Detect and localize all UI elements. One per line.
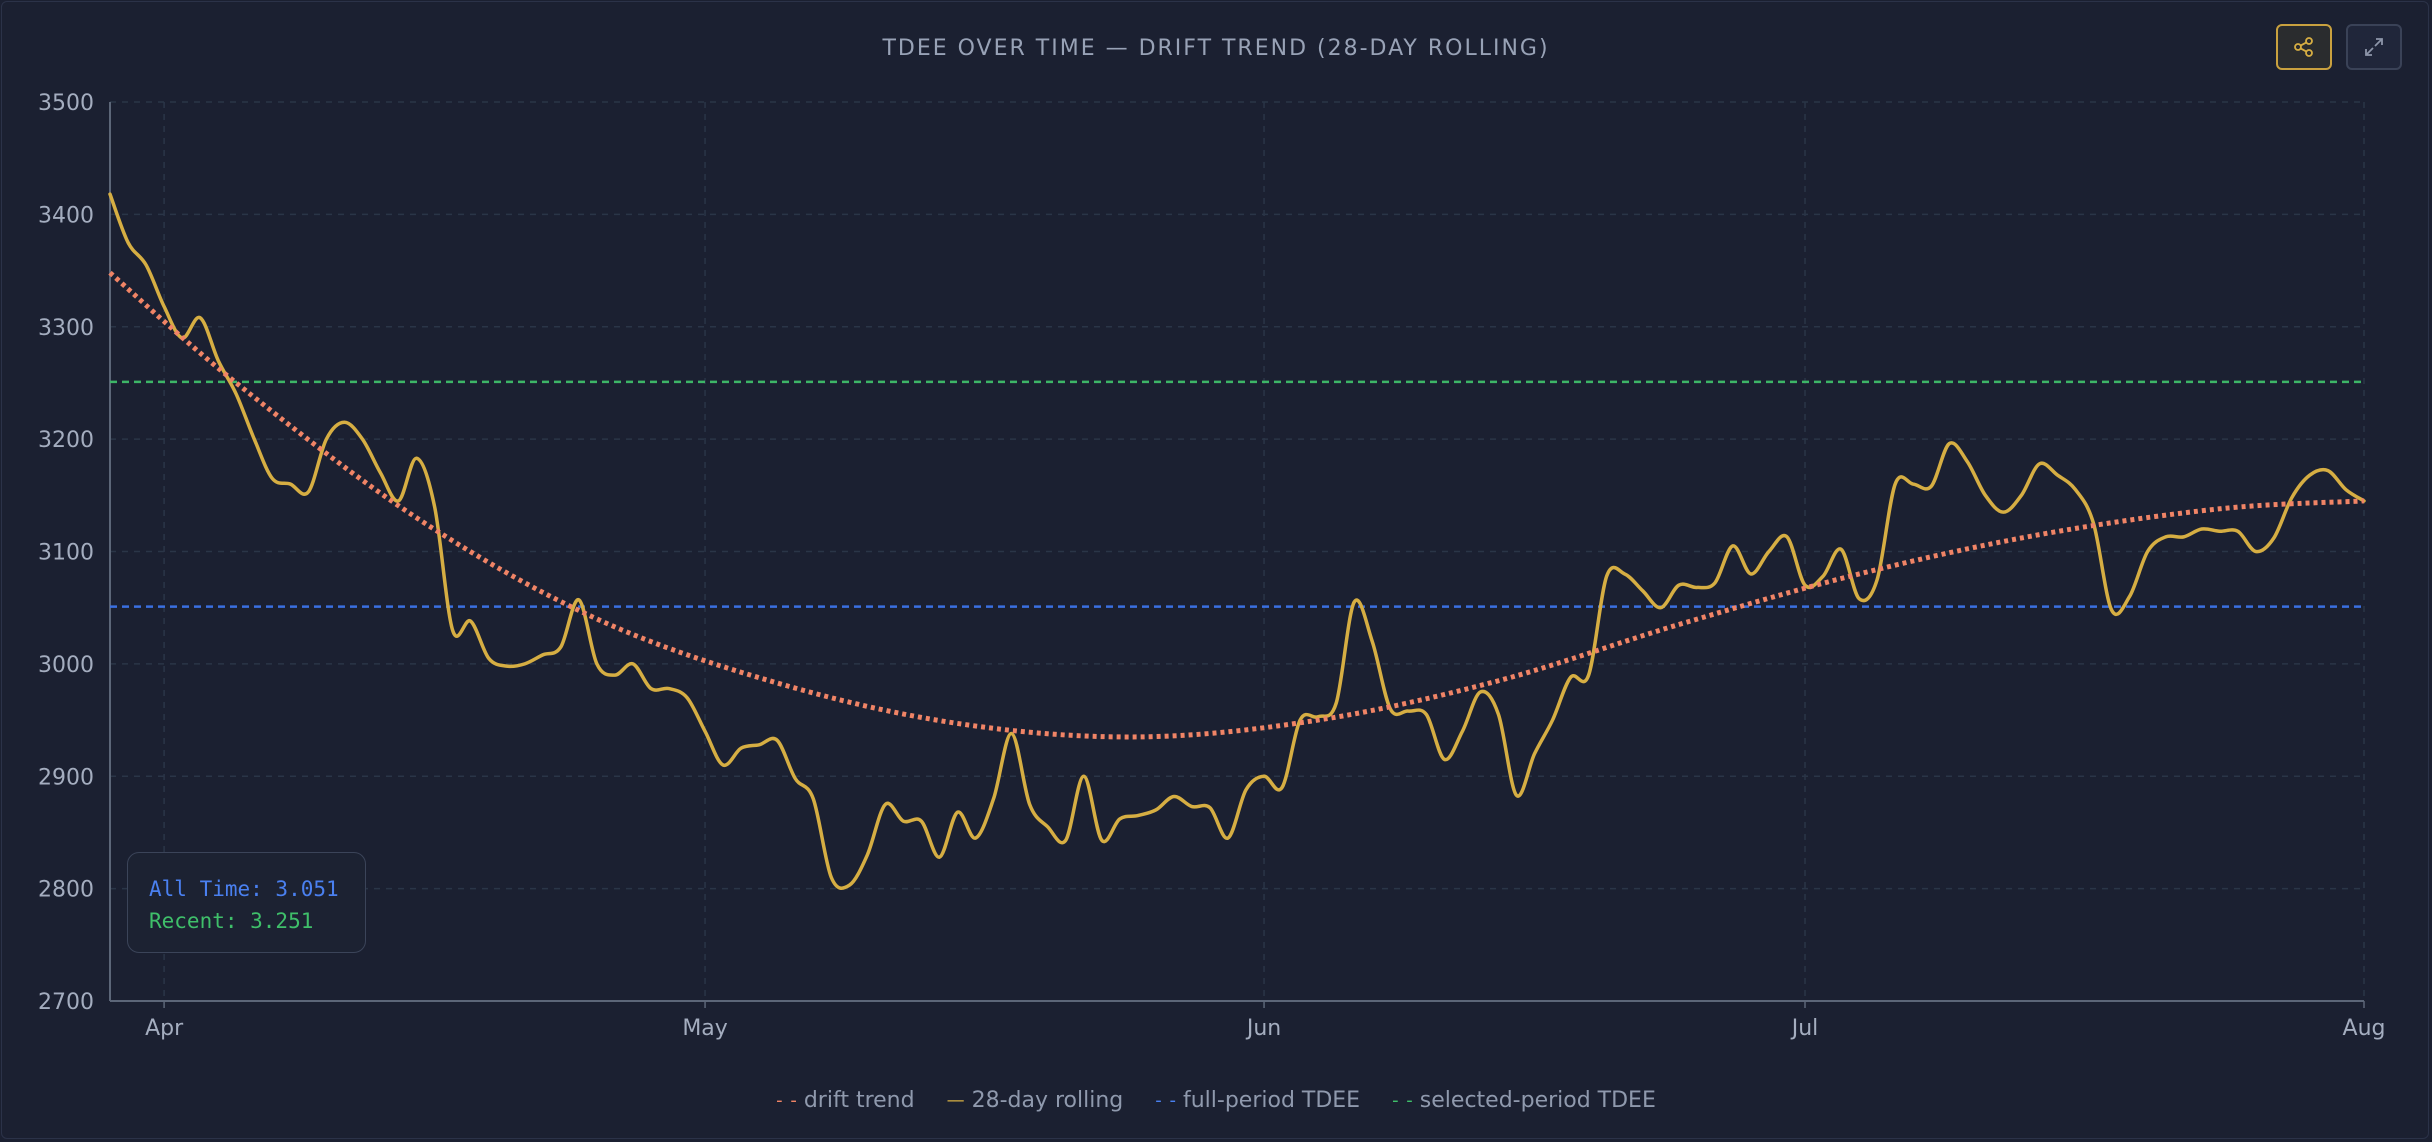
recent-stat: Recent: 3.251 <box>149 909 314 933</box>
expand-icon <box>2365 38 2383 56</box>
y-tick-label: 3300 <box>38 316 94 341</box>
legend-label: full-period TDEE <box>1182 1088 1361 1113</box>
y-axis-ticks: 2700 2800 2900 3000 3100 3200 3300 3400 3500 <box>38 91 94 1015</box>
legend-label: 28-day rolling <box>971 1088 1124 1113</box>
series-lines <box>108 192 2366 890</box>
legend-item[interactable]: —28-day rolling <box>947 1088 1124 1113</box>
chart-legend: - - drift trend —28-day rolling - - full-per… <box>0 1088 2432 1113</box>
legend-item[interactable]: - - drift trend <box>776 1088 914 1113</box>
y-tick-label: 3100 <box>38 541 94 566</box>
y-tick-label: 3500 <box>38 91 94 116</box>
y-tick-label: 2800 <box>38 878 94 903</box>
series-line-28-day-rolling <box>108 192 2366 890</box>
legend-swatch: - - <box>1155 1090 1177 1111</box>
x-tick-label: Apr <box>145 1016 184 1041</box>
x-tick-label: May <box>682 1016 727 1041</box>
stats-box: All Time: 3.051 Recent: 3.251 <box>127 852 366 953</box>
legend-item[interactable]: - - full-period TDEE <box>1155 1088 1360 1113</box>
y-tick-label: 3000 <box>38 653 94 678</box>
legend-item[interactable]: - - selected-period TDEE <box>1392 1088 1656 1113</box>
legend-label: drift trend <box>803 1088 915 1113</box>
y-tick-label: 2900 <box>38 765 94 790</box>
y-tick-label: 3200 <box>38 428 94 453</box>
chart-title: TDEE OVER TIME — DRIFT TREND (28-DAY ROL… <box>882 36 1550 61</box>
all-time-stat: All Time: 3.051 <box>149 877 339 901</box>
legend-swatch: - - <box>776 1090 798 1111</box>
expand-button[interactable] <box>2346 24 2402 70</box>
legend-swatch: — <box>946 1090 966 1111</box>
series-line-drift-trend <box>108 270 2365 740</box>
y-tick-label: 2700 <box>38 990 94 1015</box>
y-tick-label: 3400 <box>38 203 94 228</box>
x-tick-label: Jun <box>1245 1016 1281 1041</box>
axes <box>109 102 2364 1002</box>
legend-swatch: - - <box>1392 1090 1414 1111</box>
x-tick-label: Aug <box>2343 1016 2386 1041</box>
share-icon <box>2294 37 2313 57</box>
x-axis-ticks: Apr May Jun Jul Aug <box>145 1001 2385 1041</box>
legend-label: selected-period TDEE <box>1419 1088 1656 1113</box>
x-tick-label: Jul <box>1790 1016 1819 1041</box>
grid-lines <box>110 101 2365 1001</box>
share-button[interactable] <box>2276 24 2332 70</box>
